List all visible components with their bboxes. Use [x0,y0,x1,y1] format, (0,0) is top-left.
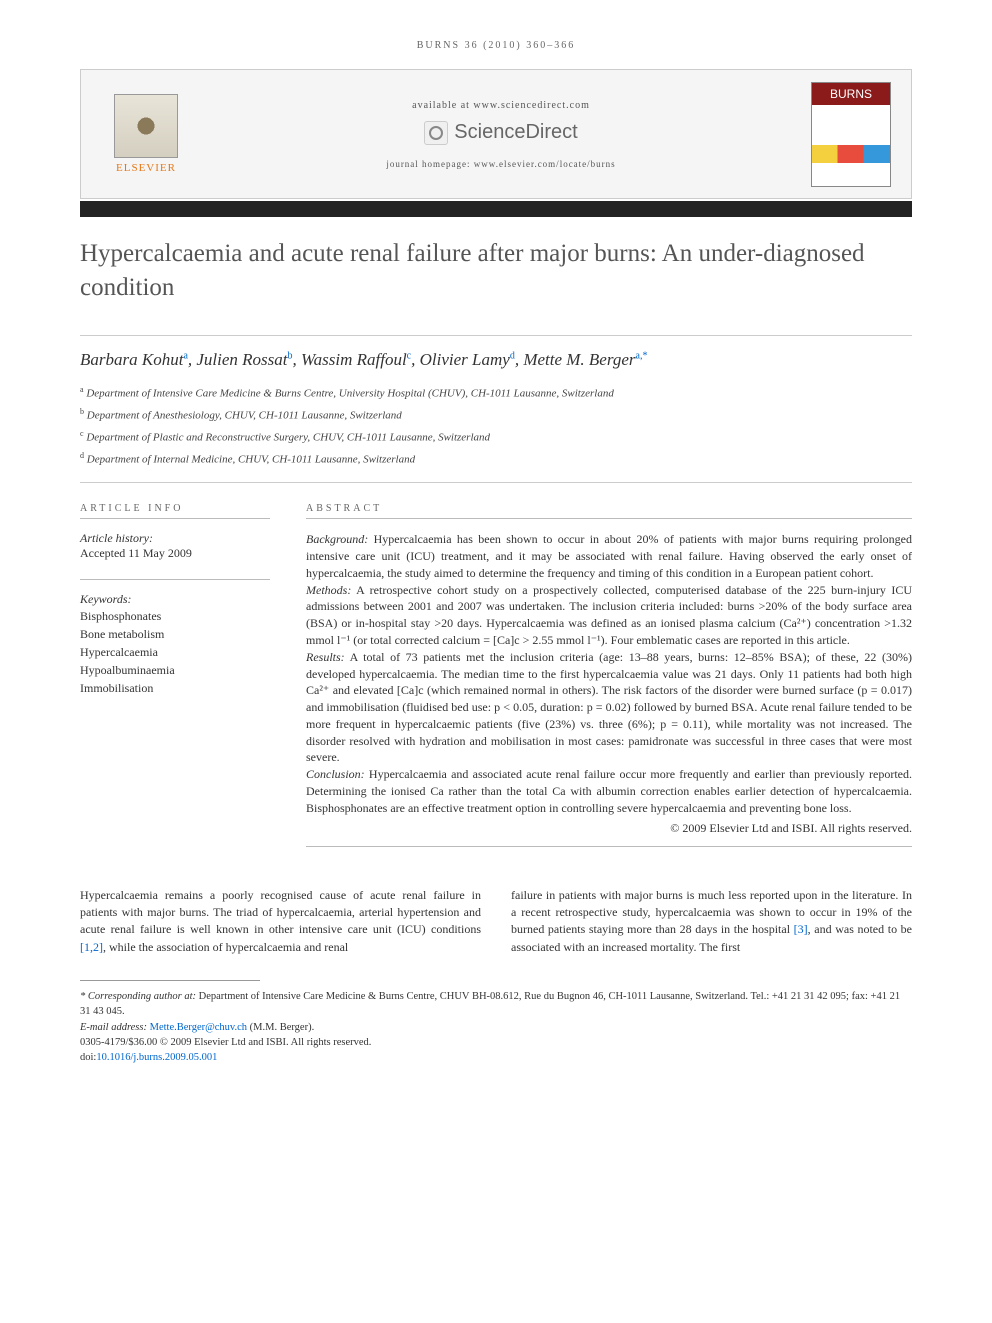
publisher-name: ELSEVIER [101,162,191,174]
email-label: E-mail address: [80,1022,150,1033]
abstract-text: Background: Hypercalcaemia has been show… [306,531,912,817]
info-rule [80,518,270,519]
body-column-right: failure in patients with major burns is … [511,887,912,957]
header-center: available at www.sciencedirect.com Scien… [191,100,811,169]
footnotes-block: * Corresponding author at: Department of… [80,989,912,1065]
body-left-text: Hypercalcaemia remains a poorly recognis… [80,888,481,937]
citation-ref-1-2[interactable]: [1,2] [80,940,103,954]
email-tail: (M.M. Berger). [247,1022,314,1033]
sciencedirect-icon [424,121,448,145]
keyword-item: Hypercalcaemia [80,643,270,661]
article-history-block: Article history: Accepted 11 May 2009 [80,531,270,561]
footnote-rule [80,980,260,981]
keywords-block: Keywords: BisphosphonatesBone metabolism… [80,592,270,697]
elsevier-tree-icon [114,94,178,158]
abstract-bottom-rule [306,846,912,847]
abstract-copyright: © 2009 Elsevier Ltd and ISBI. All rights… [306,821,912,836]
abstract-rule [306,518,912,519]
abstract-column: ABSTRACT Background: Hypercalcaemia has … [306,503,912,859]
journal-cover-thumbnail: BURNS [811,82,891,187]
doi-label: doi: [80,1052,96,1063]
affiliation-line: c Department of Plastic and Reconstructi… [80,428,912,446]
affiliation-line: b Department of Anesthesiology, CHUV, CH… [80,406,912,424]
title-divider [80,335,912,336]
sciencedirect-text: ScienceDirect [454,121,577,144]
keyword-item: Hypoalbuminaemia [80,661,270,679]
cover-strip-icon [812,145,890,163]
affiliation-line: a Department of Intensive Care Medicine … [80,384,912,402]
keywords-list: BisphosphonatesBone metabolismHypercalca… [80,607,270,697]
doi-line: doi:10.1016/j.burns.2009.05.001 [80,1050,912,1065]
body-left-tail: , while the association of hypercalcaemi… [103,940,348,954]
history-value: Accepted 11 May 2009 [80,546,270,561]
background-runin: Background: [306,532,368,546]
authors-line: Barbara Kohuta, Julien Rossatb, Wassim R… [80,350,912,370]
affil-divider [80,482,912,483]
abstract-results: A total of 73 patients met the inclusion… [306,650,912,765]
author-affil-sup: d [510,350,515,361]
author-name: Barbara Kohut [80,350,183,369]
history-label: Article history: [80,531,270,546]
methods-runin: Methods: [306,583,351,597]
abstract-background: Hypercalcaemia has been shown to occur i… [306,532,912,580]
conclusion-runin: Conclusion: [306,767,365,781]
author-name: Julien Rossat [196,350,287,369]
info-abstract-row: ARTICLE INFO Article history: Accepted 1… [80,503,912,859]
doi-link[interactable]: 10.1016/j.burns.2009.05.001 [96,1052,217,1063]
results-runin: Results: [306,650,345,664]
author-name: Mette M. Berger [523,350,635,369]
corr-text: Department of Intensive Care Medicine & … [80,991,900,1017]
author-affil-sup: c [407,350,411,361]
abstract-label: ABSTRACT [306,503,912,514]
abstract-methods: A retrospective cohort study on a prospe… [306,583,912,647]
keywords-label: Keywords: [80,592,270,607]
author-name: Olivier Lamy [420,350,510,369]
journal-header-box: ELSEVIER available at www.sciencedirect.… [80,69,912,199]
email-link[interactable]: Mette.Berger@chuv.ch [150,1022,247,1033]
body-text-columns: Hypercalcaemia remains a poorly recognis… [80,887,912,957]
author-affil-sup: b [288,350,293,361]
affiliations-block: a Department of Intensive Care Medicine … [80,384,912,469]
body-column-left: Hypercalcaemia remains a poorly recognis… [80,887,481,957]
author-name: Wassim Raffoul [301,350,407,369]
affiliation-line: d Department of Internal Medicine, CHUV,… [80,450,912,468]
author-affil-sup: a [183,350,187,361]
info-rule-2 [80,579,270,580]
abstract-conclusion: Hypercalcaemia and associated acute rena… [306,767,912,815]
article-title: Hypercalcaemia and acute renal failure a… [80,237,912,305]
elsevier-logo: ELSEVIER [101,94,191,174]
article-info-column: ARTICLE INFO Article history: Accepted 1… [80,503,270,859]
header-color-bar [80,201,912,217]
available-at-text: available at www.sciencedirect.com [191,100,811,111]
running-header: BURNS 36 (2010) 360–366 [80,40,912,51]
issn-copyright-line: 0305-4179/$36.00 © 2009 Elsevier Ltd and… [80,1035,912,1050]
corresponding-author-line: * Corresponding author at: Department of… [80,989,912,1019]
cover-title: BURNS [812,83,890,105]
corr-label: * Corresponding author at: [80,991,196,1002]
keyword-item: Bone metabolism [80,625,270,643]
citation-ref-3[interactable]: [3] [794,922,808,936]
keyword-item: Immobilisation [80,679,270,697]
sciencedirect-brand: ScienceDirect [424,121,577,145]
article-info-label: ARTICLE INFO [80,503,270,514]
author-affil-sup: a,* [636,350,648,361]
keyword-item: Bisphosphonates [80,607,270,625]
journal-homepage-text: journal homepage: www.elsevier.com/locat… [191,159,811,169]
email-line: E-mail address: Mette.Berger@chuv.ch (M.… [80,1020,912,1035]
